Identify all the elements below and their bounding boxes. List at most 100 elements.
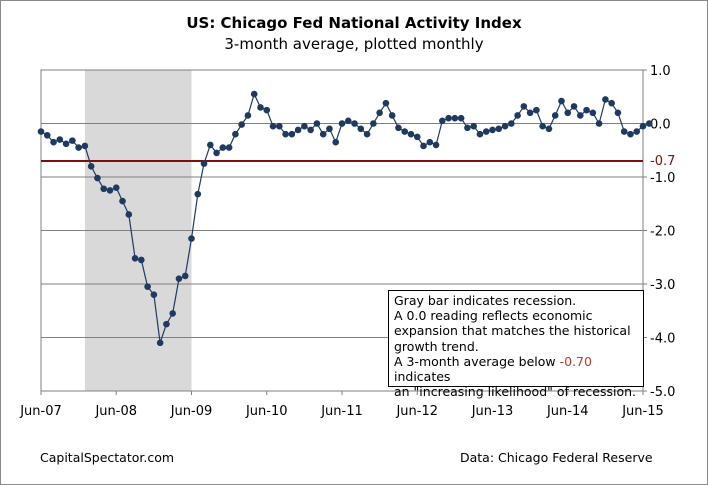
data-point (457, 114, 465, 122)
data-point (451, 114, 459, 122)
data-point (119, 197, 126, 205)
data-point (112, 184, 120, 191)
note-line: expansion that matches the historical (394, 323, 631, 339)
data-point (69, 137, 76, 144)
data-point (307, 126, 314, 134)
data-point (520, 103, 528, 110)
data-point (464, 124, 471, 132)
data-point (106, 187, 114, 194)
x-tick-label: Jun-09 (170, 404, 213, 419)
data-point (388, 112, 396, 119)
data-point (263, 106, 271, 114)
note-line: A 0.0 reading reflects economic (394, 308, 593, 324)
data-point (576, 112, 584, 119)
data-point (125, 211, 133, 218)
data-point (357, 125, 365, 133)
data-point (633, 128, 641, 135)
chart-annotation-box: Gray bar indicates recession. A 0.0 read… (388, 290, 644, 399)
note-line: growth trend. (394, 338, 479, 354)
data-point (639, 122, 647, 130)
data-point (37, 128, 45, 135)
data-point (376, 109, 383, 117)
x-tick-label: Jun-12 (395, 404, 438, 419)
data-point (319, 130, 327, 138)
y-tick-label: -3.0 (650, 278, 675, 293)
data-point (244, 112, 252, 119)
data-point (313, 120, 321, 127)
note-line: an "increasing likelihood" of recession. (394, 384, 637, 400)
data-point (476, 130, 484, 138)
data-point (81, 142, 89, 150)
data-point (282, 130, 289, 138)
data-point (75, 144, 82, 151)
data-point (382, 99, 390, 107)
data-point (614, 109, 622, 117)
data-point (232, 130, 239, 138)
y-tick-label: -1.0 (650, 171, 675, 186)
data-point (620, 128, 628, 135)
data-point (238, 121, 245, 128)
x-tick-label: Jun-15 (621, 404, 664, 419)
data-point (269, 122, 277, 130)
data-point (420, 142, 427, 150)
data-point (188, 235, 195, 242)
data-point (94, 174, 101, 182)
data-point (219, 144, 227, 151)
data-point (489, 126, 496, 134)
data-point (301, 122, 308, 130)
data-point (602, 96, 609, 103)
data-point (551, 112, 559, 119)
x-tick-label: Jun-07 (19, 404, 62, 419)
x-tick-label: Jun-10 (245, 404, 288, 419)
data-point (43, 131, 51, 139)
data-point (407, 130, 415, 138)
data-point (50, 138, 57, 146)
data-point (413, 133, 421, 141)
data-point (100, 185, 108, 193)
y-tick-label: -4.0 (650, 332, 675, 347)
data-point (395, 124, 402, 132)
note-text: indicates (394, 369, 451, 385)
data-point (583, 106, 590, 114)
data-point (131, 255, 139, 262)
data-point (194, 190, 202, 198)
y-tick-label: -5.0 (650, 385, 675, 400)
data-point (426, 138, 434, 146)
data-point (207, 141, 214, 149)
data-point (257, 104, 264, 111)
data-point (370, 120, 377, 127)
y-tick-label: -2.0 (650, 225, 675, 240)
data-point (508, 120, 515, 127)
data-point (169, 310, 176, 317)
data-point (627, 130, 634, 138)
x-tick-label: Jun-11 (320, 404, 363, 419)
data-point (539, 122, 546, 130)
data-point (326, 125, 333, 133)
data-point (213, 149, 220, 157)
data-point (200, 160, 208, 167)
data-point (470, 122, 477, 130)
data-point (288, 130, 296, 138)
data-point (533, 106, 540, 114)
footer-source: Data: Chicago Federal Reserve (460, 450, 653, 465)
data-point (589, 109, 597, 117)
chart-title: US: Chicago Fed National Activity Index (186, 14, 522, 32)
data-point (156, 339, 164, 347)
chart-subtitle: 3-month average, plotted monthly (224, 35, 484, 53)
data-point (495, 125, 503, 133)
data-point (514, 112, 521, 119)
data-point (645, 120, 653, 127)
data-point (138, 256, 145, 264)
data-point (401, 128, 409, 135)
y-tick-label: 0.0 (650, 118, 671, 133)
data-point (225, 144, 233, 151)
data-point (564, 109, 572, 117)
threshold-label: -0.7 (650, 154, 675, 169)
data-point (351, 120, 358, 127)
note-line: A 3-month average below -0.70 indicates (394, 354, 638, 384)
footer-site: CapitalSpectator.com (40, 450, 175, 465)
data-point (163, 320, 170, 328)
data-point (62, 140, 70, 148)
data-point (545, 125, 553, 133)
data-point (501, 122, 509, 130)
